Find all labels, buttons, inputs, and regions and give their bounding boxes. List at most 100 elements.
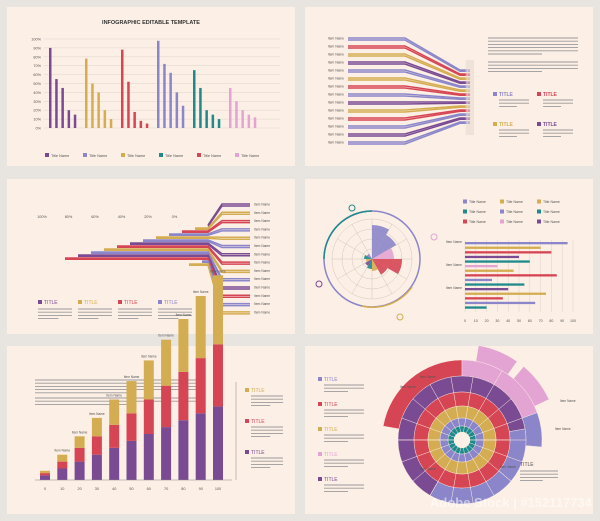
legend-label: Title Name: [469, 200, 486, 204]
legend-label: Title Name: [241, 154, 259, 158]
x-tick-label: 40: [112, 487, 116, 491]
stacked-segment: [195, 296, 206, 359]
sunburst-spoke: [469, 417, 523, 438]
funnel-line: [348, 118, 470, 137]
flow-line: [143, 239, 250, 247]
row-item-label: Item Name: [254, 252, 270, 256]
stacked-segment: [178, 319, 189, 372]
row-item-label: Item Name: [254, 269, 270, 273]
row-item-label: Item Name: [254, 277, 270, 281]
x-tick-label: 30: [95, 487, 99, 491]
y-tick-label: 10%: [33, 118, 41, 122]
title-label: TITLE: [251, 450, 265, 456]
flow-line: [182, 221, 250, 234]
stacked-segment: [40, 473, 50, 476]
funnel-line: [348, 45, 470, 75]
x-tick-label: 0%: [172, 215, 178, 219]
title-swatch: [537, 122, 541, 126]
radial-wedge: [366, 253, 372, 259]
radial-wedge: [367, 259, 372, 269]
legend-swatch: [121, 153, 125, 157]
x-tick-label: 20%: [144, 215, 152, 219]
title-label: TITLE: [499, 122, 514, 128]
ring-arc: [323, 210, 373, 260]
sunburst-center: [454, 432, 470, 448]
funnel-line: [348, 106, 470, 113]
title-swatch: [318, 427, 322, 431]
stacked-segment: [195, 358, 206, 414]
flow-line: [104, 248, 250, 272]
column-item-label: Item Name: [176, 313, 192, 317]
flow-line: [117, 245, 250, 263]
flow-line: [91, 252, 250, 282]
funnel-line: [348, 79, 470, 93]
radial-wedge: [372, 259, 402, 274]
ring-marker: [348, 204, 356, 212]
title-swatch: [493, 122, 497, 126]
legend-swatch: [463, 199, 467, 204]
title-swatch: [118, 300, 122, 304]
radial-wedge: [364, 255, 372, 259]
radial-wedge: [372, 259, 378, 271]
legend-label: Title Name: [506, 210, 523, 214]
row-item-label: Item Name: [328, 133, 344, 137]
row-item-label: Item Name: [254, 211, 270, 215]
column-bar: [121, 49, 124, 128]
stacked-segment: [213, 406, 223, 480]
flow-line: [207, 203, 250, 226]
panel-column-chart: [7, 7, 295, 166]
column-bar: [49, 47, 52, 128]
column-bar: [163, 63, 166, 128]
radial-wedge: [372, 234, 397, 259]
funnel-line: [348, 77, 470, 91]
column-bar: [235, 101, 238, 128]
column-item-label: Item Name: [72, 430, 88, 434]
stacked-segment: [109, 424, 120, 448]
column-item-label: Item Name: [55, 449, 71, 453]
funnel-line: [348, 53, 470, 79]
column-item-label: Item Name: [193, 290, 209, 294]
x-tick-label: 20: [485, 319, 489, 323]
sunburst-item-label: Item Name: [555, 427, 571, 431]
x-tick-label: 80: [181, 487, 185, 491]
column-bar: [67, 110, 71, 128]
stacked-segment: [109, 399, 120, 425]
sunburst-spoke: [467, 398, 512, 436]
title-label: TITLE: [164, 300, 178, 306]
h-bar: [465, 292, 546, 295]
row-item-label: Item Name: [254, 203, 270, 207]
funnel-line: [348, 109, 470, 119]
h-bar: [465, 301, 536, 305]
x-tick-label: 50: [517, 319, 521, 323]
funnel-line: [348, 95, 470, 101]
row-item-label: Item Name: [328, 93, 344, 97]
stacked-segment: [109, 447, 120, 480]
y-tick-label: 40%: [33, 91, 41, 95]
funnel-line: [348, 117, 470, 135]
funnel-line: [348, 69, 470, 87]
legend-label: Title Name: [543, 210, 560, 214]
legend-label: Title Name: [506, 220, 523, 224]
legend-label: Title Name: [89, 154, 107, 158]
stacked-segment: [126, 440, 137, 480]
legend-swatch: [537, 219, 541, 224]
x-tick-label: 10: [60, 487, 64, 491]
legend-label: Title Name: [469, 210, 486, 214]
column-bar: [127, 81, 130, 128]
x-tick-label: 80%: [65, 215, 73, 219]
title-label: TITLE: [251, 419, 265, 425]
sunburst-spoke: [401, 417, 455, 438]
stacked-segment: [74, 447, 85, 462]
row-item-label: Item Name: [254, 310, 270, 314]
stacked-segment: [195, 413, 206, 480]
flow-line: [130, 242, 250, 255]
flow-line: [169, 228, 250, 235]
funnel-line: [348, 110, 470, 121]
h-bar: [465, 242, 568, 245]
flow-line: [130, 243, 250, 257]
radial-wedge: [366, 259, 372, 262]
sunburst-spoke: [469, 442, 523, 463]
row-item-label: Item Name: [328, 141, 344, 145]
x-tick-label: 30: [495, 319, 499, 323]
stacked-segment: [143, 399, 154, 434]
